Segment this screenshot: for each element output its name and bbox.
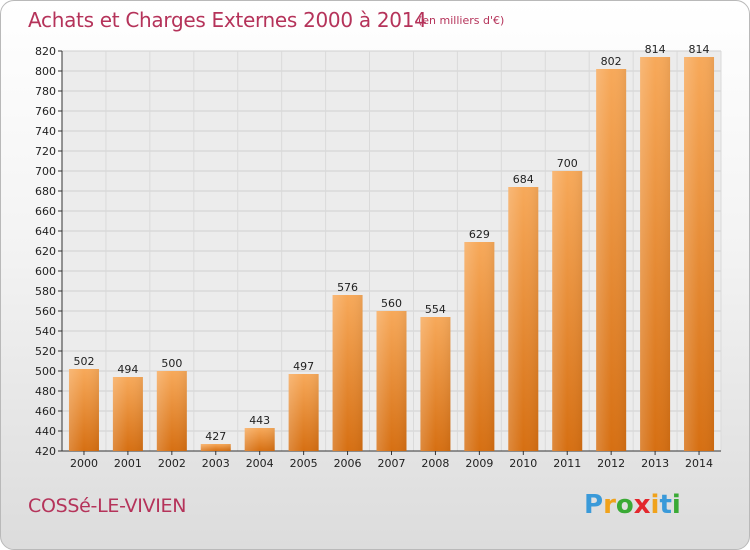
chart-subtitle: (en milliers d'€) <box>418 14 505 27</box>
y-tick-label: 800 <box>35 65 56 78</box>
y-tick-label: 720 <box>35 145 56 158</box>
data-label: 494 <box>117 363 138 376</box>
y-tick-label: 540 <box>35 325 56 338</box>
x-tick-label: 2007 <box>378 457 406 470</box>
bar-shine <box>244 428 275 451</box>
data-label: 497 <box>293 360 314 373</box>
y-tick-label: 520 <box>35 345 56 358</box>
logo-letter: i <box>671 490 681 520</box>
y-tick-label: 780 <box>35 85 56 98</box>
bar-shine <box>684 57 715 451</box>
x-tick-label: 2014 <box>685 457 713 470</box>
x-tick-label: 2003 <box>202 457 230 470</box>
y-tick-label: 480 <box>35 385 56 398</box>
bar-shine <box>376 311 407 451</box>
y-tick-label: 700 <box>35 165 56 178</box>
bar-shine <box>288 374 319 451</box>
data-label: 500 <box>161 357 182 370</box>
x-tick-label: 2008 <box>421 457 449 470</box>
x-tick-label: 2002 <box>158 457 186 470</box>
bar-shine <box>156 371 187 451</box>
y-tick-label: 560 <box>35 305 56 318</box>
bar-shine <box>552 171 583 451</box>
y-tick-label: 500 <box>35 365 56 378</box>
bar-shine <box>420 317 451 451</box>
y-tick-label: 740 <box>35 125 56 138</box>
x-tick-label: 2009 <box>465 457 493 470</box>
x-tick-label: 2012 <box>597 457 625 470</box>
chart-title: Achats et Charges Externes 2000 à 2014 <box>28 8 427 32</box>
logo-letter: r <box>603 490 616 520</box>
data-label: 443 <box>249 414 270 427</box>
location-label: COSSé-LE-VIVIEN <box>28 495 187 517</box>
x-tick-label: 2000 <box>70 457 98 470</box>
x-tick-label: 2011 <box>553 457 581 470</box>
x-tick-label: 2013 <box>641 457 669 470</box>
bar-shine <box>508 187 539 451</box>
y-tick-label: 440 <box>35 425 56 438</box>
y-tick-label: 680 <box>35 185 56 198</box>
data-label: 560 <box>381 297 402 310</box>
bar-shine <box>464 242 495 451</box>
logo-letter: t <box>659 490 672 520</box>
bar-shine <box>68 369 99 451</box>
y-tick-label: 600 <box>35 265 56 278</box>
data-label: 554 <box>425 303 446 316</box>
y-tick-label: 620 <box>35 245 56 258</box>
data-label: 502 <box>73 355 94 368</box>
data-label: 802 <box>601 55 622 68</box>
y-tick-label: 580 <box>35 285 56 298</box>
logo-letter: x <box>633 490 651 520</box>
y-tick-label: 420 <box>35 445 56 458</box>
y-tick-label: 820 <box>35 45 56 58</box>
logo-letter: i <box>650 490 660 520</box>
x-tick-label: 2004 <box>246 457 274 470</box>
y-tick-label: 660 <box>35 205 56 218</box>
y-tick-label: 460 <box>35 405 56 418</box>
x-tick-label: 2005 <box>290 457 318 470</box>
x-tick-label: 2010 <box>509 457 537 470</box>
data-label: 700 <box>557 157 578 170</box>
x-tick-label: 2001 <box>114 457 142 470</box>
bar-shine <box>596 69 627 451</box>
y-tick-label: 640 <box>35 225 56 238</box>
logo-letter: P <box>584 490 604 520</box>
logo-letter: o <box>615 490 634 520</box>
bar-shine <box>332 295 363 451</box>
bar-shine <box>200 444 231 451</box>
y-tick-label: 760 <box>35 105 56 118</box>
data-label: 576 <box>337 281 358 294</box>
x-tick-label: 2006 <box>334 457 362 470</box>
data-label: 427 <box>205 430 226 443</box>
data-label: 684 <box>513 173 534 186</box>
bar-shine <box>640 57 671 451</box>
data-label: 814 <box>689 43 710 56</box>
data-label: 629 <box>469 228 490 241</box>
bar-shine <box>112 377 143 451</box>
proxiti-logo: Proxiti <box>584 490 681 520</box>
data-label: 814 <box>645 43 666 56</box>
